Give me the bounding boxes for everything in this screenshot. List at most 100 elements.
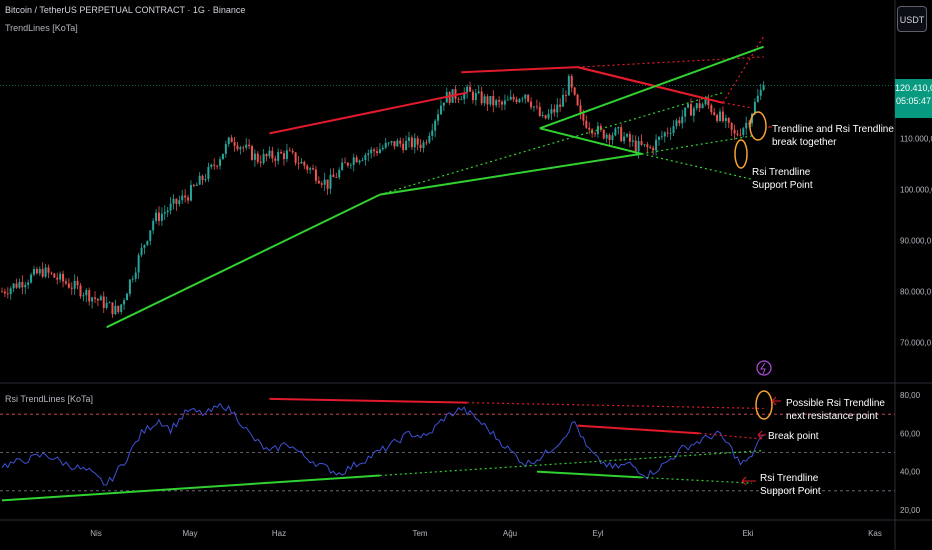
candle-body <box>259 161 262 163</box>
candle-body <box>216 165 219 167</box>
candle-body <box>707 99 710 106</box>
candle-body <box>349 164 352 166</box>
candle-body <box>466 86 469 93</box>
candle-body <box>742 128 745 135</box>
candle-body <box>617 127 620 129</box>
price-tick-label: 70.000,0 <box>900 339 932 348</box>
price-trendline-extension-red <box>577 56 764 68</box>
candle-body <box>3 291 6 294</box>
candle-body <box>38 268 41 274</box>
candle-body <box>140 247 143 256</box>
candle-body <box>748 123 751 124</box>
candle-body <box>611 135 614 140</box>
candle-body <box>85 290 88 296</box>
candle-body <box>678 120 681 124</box>
candle-body <box>67 283 70 288</box>
rsi-tick-label: 20,00 <box>900 506 921 515</box>
candle-body <box>6 293 9 295</box>
candle-body <box>469 86 472 92</box>
candle-body <box>370 149 373 154</box>
candle-body <box>277 152 280 161</box>
candle-body <box>425 142 428 144</box>
candle-body <box>280 152 283 154</box>
price-trendline-red <box>269 91 468 135</box>
candle-body <box>739 134 742 136</box>
last-price-badge: 120.410,0 05:05:47 <box>895 79 932 118</box>
candle-body <box>684 107 687 117</box>
resistance-circle <box>755 390 773 420</box>
support-circle <box>734 139 748 169</box>
candle-body <box>477 91 480 93</box>
indicator-label[interactable]: TrendLines [KoTa] <box>5 23 78 33</box>
candle-body <box>12 283 15 289</box>
candle-body <box>30 274 33 283</box>
candle-body <box>143 244 146 248</box>
candle-body <box>149 230 152 241</box>
candle-body <box>285 150 288 160</box>
candle-body <box>105 302 108 308</box>
candle-body <box>527 94 530 102</box>
candle-body <box>544 115 547 119</box>
rsi-axis: 20,00 40,00 60,00 80,00 <box>900 391 921 515</box>
candle-body <box>649 147 652 148</box>
candle-body <box>407 137 410 141</box>
candle-body <box>646 144 649 148</box>
candle-body <box>169 203 172 211</box>
candle-body <box>189 184 192 201</box>
candle-body <box>695 103 698 109</box>
candle-body <box>224 144 227 154</box>
candle-body <box>204 179 207 181</box>
candle-body <box>736 133 739 135</box>
candle-body <box>512 96 515 100</box>
candle-body <box>300 161 303 164</box>
candle-body <box>437 114 440 121</box>
candle-body <box>457 98 460 100</box>
candle-body <box>402 143 405 151</box>
candle-body <box>297 162 300 164</box>
candle-body <box>111 302 114 315</box>
candle-body <box>378 149 381 153</box>
candle-body <box>294 152 297 163</box>
candle-body <box>422 142 425 148</box>
candle-body <box>291 150 294 153</box>
candle-body <box>745 123 748 129</box>
arrow-break-point <box>757 430 766 440</box>
candle-body <box>573 87 576 95</box>
candle-body <box>681 116 684 124</box>
lightning-icon <box>756 360 772 376</box>
candle-body <box>41 268 44 277</box>
annotation-break-point: Break point <box>768 431 819 442</box>
candle-body <box>355 157 358 163</box>
price-trendline-red <box>577 66 724 104</box>
candle-body <box>160 213 163 221</box>
candle-body <box>282 153 285 160</box>
candle-body <box>195 184 198 186</box>
candle-body <box>498 100 501 102</box>
candle-body <box>134 272 137 279</box>
candle-body <box>643 144 646 146</box>
candle-body <box>332 174 335 178</box>
candle-body <box>652 147 655 151</box>
candle-body <box>233 142 236 146</box>
rsi-trendline-extension-green <box>379 449 764 477</box>
rsi-trendline-green <box>536 470 642 479</box>
candle-body <box>306 165 309 170</box>
time-tick-label: Kas <box>868 529 882 538</box>
rsi-trendline-red <box>577 424 700 435</box>
candle-body <box>698 103 701 109</box>
candle-body <box>64 281 67 284</box>
candle-body <box>509 96 512 100</box>
time-tick-label: Haz <box>272 529 286 538</box>
candle-body <box>753 102 756 114</box>
currency-button[interactable]: USDT <box>897 6 927 32</box>
candle-body <box>556 104 559 113</box>
candle-body <box>721 111 724 121</box>
candle-body <box>675 120 678 127</box>
candle-body <box>663 132 666 137</box>
rsi-panel-title[interactable]: Rsi TrendLines [KoTa] <box>5 394 94 404</box>
rsi-trendline-red <box>269 397 468 404</box>
candle-body <box>262 154 265 163</box>
candle-body <box>495 100 498 106</box>
candle-body <box>373 149 376 152</box>
candle-body <box>541 115 544 117</box>
